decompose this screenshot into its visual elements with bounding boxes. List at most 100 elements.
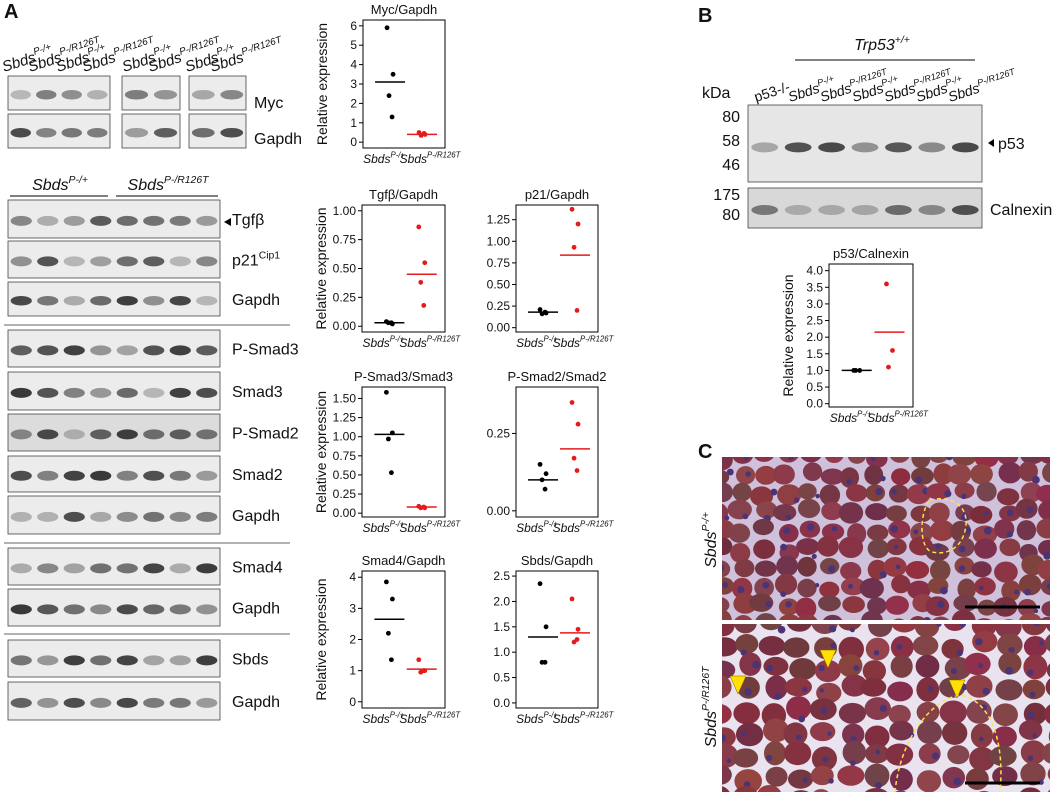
blot-band (10, 89, 31, 100)
acinar-cell (1001, 580, 1021, 602)
chart-title: P-Smad2/Smad2 (508, 369, 607, 384)
acinar-cell (755, 613, 777, 620)
chart-title: p53/Calnexin (833, 246, 909, 261)
blot-band (143, 604, 165, 615)
x-tick-label: SbdsP-/R126T (553, 711, 615, 726)
y-tick-label: 6 (350, 19, 357, 33)
acinar-cell (1045, 678, 1050, 696)
nucleus (780, 543, 787, 551)
nucleus (893, 544, 899, 550)
x-tick-label-sup: P-/R126T (894, 410, 929, 419)
blot-label: Smad2 (232, 467, 283, 484)
acinar-cell (942, 793, 966, 800)
nucleus (770, 488, 778, 496)
blot-label: Smad4 (232, 560, 283, 577)
data-point (571, 455, 577, 461)
nucleus (1027, 755, 1034, 761)
acinar-cell (997, 457, 1019, 465)
x-tick-label-base: Sbds (399, 521, 426, 535)
acinar-cell (797, 556, 817, 577)
blot-label: Calnexin (990, 202, 1052, 219)
plot-frame (361, 570, 446, 709)
blot-band (10, 295, 32, 306)
nucleus (827, 565, 836, 573)
y-tick-label: 0.0 (493, 696, 510, 710)
blot-band (90, 256, 112, 267)
acinar-cell (867, 539, 889, 559)
x-tick-label-base: Sbds (553, 336, 580, 350)
nucleus (956, 649, 963, 657)
acinar-cell (979, 790, 989, 792)
blot-band (116, 345, 138, 356)
acinar-cell (734, 558, 755, 578)
blot-label: Gapdh (254, 131, 302, 148)
x-tick-label-sup: P-/+ (857, 410, 872, 419)
acinar-cell (971, 561, 992, 578)
x-tick-label: SbdsP-/R126T (867, 410, 929, 425)
kda-marker: 58 (722, 133, 740, 150)
acinar-cell (1035, 484, 1050, 504)
x-tick-label: SbdsP-/+ (362, 520, 404, 535)
blot-band (143, 697, 165, 708)
nucleus (978, 585, 984, 591)
x-tick-label-sup: P-/+ (390, 711, 405, 720)
acinar-cell (864, 465, 884, 485)
acinar-cell (994, 561, 1018, 583)
y-axis-label: Relative expression (314, 23, 330, 145)
acinar-cell (860, 677, 887, 697)
acinar-cell (867, 597, 887, 615)
blot-band (116, 511, 138, 522)
acinar-cell (783, 722, 808, 746)
acinar-cell (733, 702, 760, 725)
acinar-cell (954, 557, 975, 575)
data-point (537, 581, 543, 587)
nucleus (726, 468, 734, 476)
blot-label-base: P-Smad3 (232, 342, 299, 359)
nucleus (890, 488, 897, 495)
chart-title: Smad4/Gapdh (362, 553, 446, 568)
nucleus (752, 660, 761, 669)
acinar-cell (932, 616, 950, 620)
acinar-cell (841, 674, 868, 697)
nucleus (802, 776, 809, 783)
nucleus (811, 553, 817, 559)
acinar-cell (1037, 559, 1050, 581)
y-tick-label: 4.0 (806, 264, 823, 278)
blot-label-base: Gapdh (232, 508, 280, 525)
lane-label-sup: P-/+ (215, 42, 236, 58)
blot-band (196, 387, 218, 398)
acinar-cell (926, 483, 951, 500)
acinar-cell (992, 726, 1017, 748)
acinar-cell (864, 788, 888, 792)
nucleus (1026, 506, 1034, 514)
nucleus (1008, 646, 1015, 654)
y-tick-label: 0.5 (806, 380, 823, 394)
panel-letter: C (698, 441, 712, 463)
kda-marker: 80 (722, 207, 740, 224)
blot-band (10, 345, 32, 356)
acinar-cell (722, 610, 732, 620)
nucleus (1031, 475, 1040, 484)
acinar-cell (1045, 624, 1050, 632)
acinar-cell (838, 502, 864, 524)
nucleus (978, 736, 984, 742)
x-tick-label-base: Sbds (516, 336, 543, 350)
blot-label-base: Smad2 (232, 467, 283, 484)
nucleus (931, 752, 940, 760)
data-point (890, 348, 895, 353)
acinar-cell (722, 560, 731, 578)
y-tick-label: 0.50 (333, 468, 357, 482)
blot-band (116, 215, 138, 226)
acinar-cell (1020, 787, 1041, 792)
plot-frame (515, 570, 599, 709)
x-tick-label-base: Sbds (553, 521, 580, 535)
blot-band (10, 655, 32, 666)
x-tick-label-base: Sbds (516, 521, 543, 535)
acinar-cell (917, 794, 942, 800)
arrowhead (729, 675, 747, 695)
blot-band (10, 604, 32, 615)
acinar-cell (838, 653, 863, 678)
blot-label-base: Gapdh (232, 601, 280, 618)
